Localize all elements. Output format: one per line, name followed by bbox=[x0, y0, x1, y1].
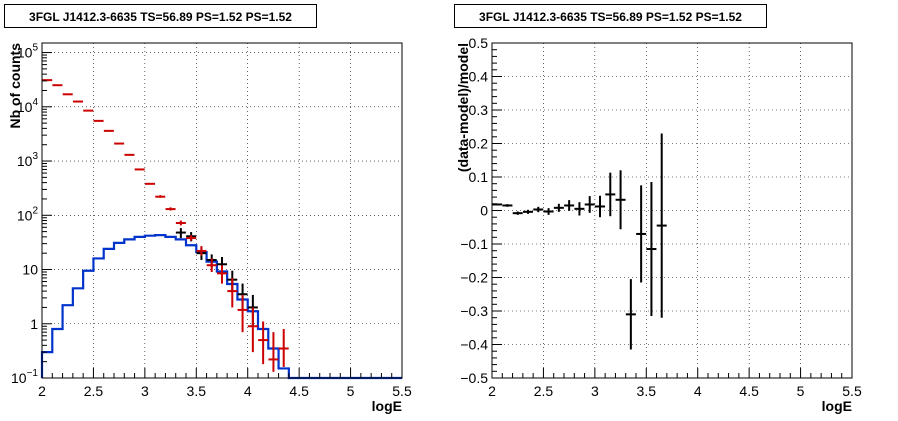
left-y-tick-label: 104 bbox=[17, 97, 39, 115]
right-chart-title: 3FGL J1412.3-6635 TS=56.89 PS=1.52 PS=1.… bbox=[454, 4, 767, 28]
left-grid bbox=[41, 43, 403, 379]
left-y-tick-label: 1 bbox=[30, 316, 38, 332]
right-x-tick-label: 2.5 bbox=[534, 383, 554, 399]
right-y-axis-label: (data-model)/model bbox=[455, 43, 471, 172]
right-x-axis-label: logE bbox=[822, 398, 852, 414]
right-y-tick-label: −0.4 bbox=[460, 337, 488, 353]
left-y-tick-label: 105 bbox=[17, 43, 39, 61]
left-y-axis-label: Nb of counts bbox=[7, 43, 23, 129]
left-y-tick-label: 103 bbox=[17, 151, 39, 169]
right-y-tick-label: 0.5 bbox=[469, 35, 489, 51]
right-y-tick-label: −0.1 bbox=[460, 236, 488, 252]
left-x-tick-label: 5.5 bbox=[392, 383, 412, 399]
left-chart-title: 3FGL J1412.3-6635 TS=56.89 PS=1.52 PS=1.… bbox=[4, 4, 317, 28]
right-y-tick-label: 0.1 bbox=[469, 169, 489, 185]
left-x-tick-label: 2 bbox=[38, 383, 46, 399]
right-y-tick-label: −0.3 bbox=[460, 303, 488, 319]
left-y-tick-label: 102 bbox=[17, 205, 39, 223]
right-x-tick-label: 2 bbox=[488, 383, 496, 399]
left-x-tick-label: 3 bbox=[141, 383, 149, 399]
right-y-tick-label: 0.4 bbox=[469, 69, 489, 85]
right-plot-marks bbox=[492, 133, 667, 350]
left-y-tick-label: 10−1 bbox=[11, 368, 38, 386]
left-x-tick-label: 3.5 bbox=[187, 383, 207, 399]
right-y-tick-label: 0 bbox=[480, 203, 488, 219]
right-x-tick-label: 4 bbox=[694, 383, 702, 399]
right-x-tick-label: 3.5 bbox=[637, 383, 657, 399]
right-y-tick-label: 0.2 bbox=[469, 136, 489, 152]
left-x-tick-label: 4 bbox=[244, 383, 252, 399]
right-y-tick-label: −0.2 bbox=[460, 270, 488, 286]
left-axes: 2 2.5 3 3.5 4 4.5 5 5.5 10−1 1 10 102 103 104 105 bbox=[11, 43, 412, 399]
left-x-tick-label: 2.5 bbox=[84, 383, 104, 399]
left-x-tick-label: 5 bbox=[347, 383, 355, 399]
right-y-tick-label: 0.3 bbox=[469, 102, 489, 118]
left-y-tick-label: 10 bbox=[22, 262, 38, 278]
right-grid bbox=[491, 42, 853, 379]
right-x-tick-label: 5 bbox=[797, 383, 805, 399]
left-plot-marks bbox=[40, 79, 402, 380]
right-x-tick-label: 4.5 bbox=[739, 383, 759, 399]
left-plot-frame bbox=[41, 42, 403, 379]
left-x-tick-label: 4.5 bbox=[289, 383, 309, 399]
right-axes: 2 2.5 3 3.5 4 4.5 5 5.5 −0.5 −0.4 −0.3 −0.2 −0.1 0 0.1… bbox=[460, 35, 862, 399]
left-x-axis-label: logE bbox=[372, 398, 402, 414]
right-x-tick-label: 5.5 bbox=[842, 383, 862, 399]
right-x-tick-label: 3 bbox=[591, 383, 599, 399]
source-model-histogram bbox=[40, 234, 402, 380]
right-y-tick-label: −0.5 bbox=[460, 370, 488, 386]
